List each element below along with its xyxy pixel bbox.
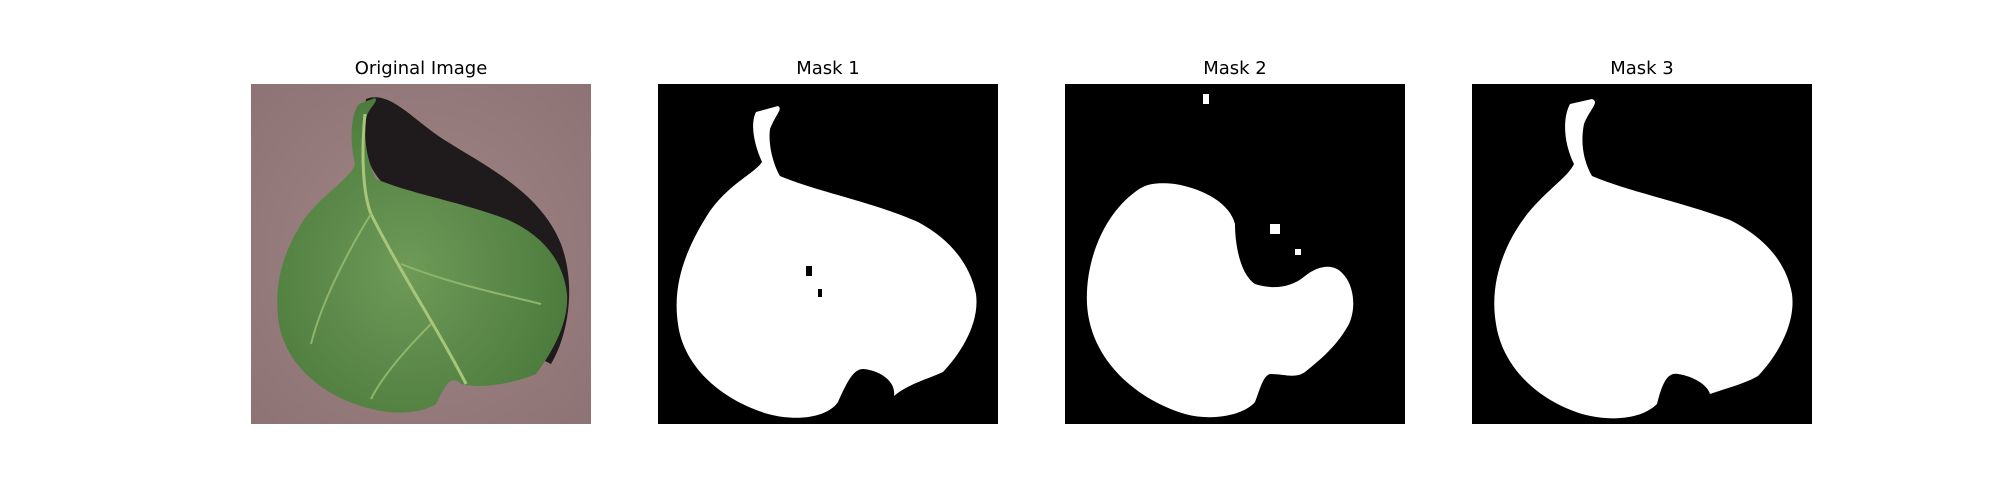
panel-title-mask-1: Mask 1 <box>796 58 860 79</box>
mask-speck <box>1203 94 1209 104</box>
mask-1-panel <box>658 84 998 424</box>
leaf-vein <box>370 323 432 400</box>
original-image-panel <box>251 84 591 424</box>
leaf-midrib <box>361 113 468 385</box>
mask-2-panel <box>1065 84 1405 424</box>
leaf-vein <box>400 263 542 305</box>
panel-title-mask-3: Mask 3 <box>1610 58 1674 79</box>
mask-foreground <box>676 106 977 418</box>
mask-2-image <box>1065 84 1405 424</box>
mask-speck <box>1295 249 1301 255</box>
leaf <box>277 98 568 413</box>
original-leaf-photo <box>251 84 591 424</box>
panel-title-original: Original Image <box>354 58 488 79</box>
mask-3-panel <box>1472 84 1812 424</box>
panel-title-mask-2: Mask 2 <box>1203 58 1267 79</box>
mask-3-image <box>1472 84 1812 424</box>
leaf-vein <box>310 213 372 345</box>
mask-foreground <box>1494 99 1793 419</box>
mask-1-image <box>658 84 998 424</box>
mask-foreground <box>1086 183 1354 418</box>
mask-hole <box>806 266 812 276</box>
mask-hole <box>818 289 822 297</box>
mask-speck <box>1270 224 1280 234</box>
